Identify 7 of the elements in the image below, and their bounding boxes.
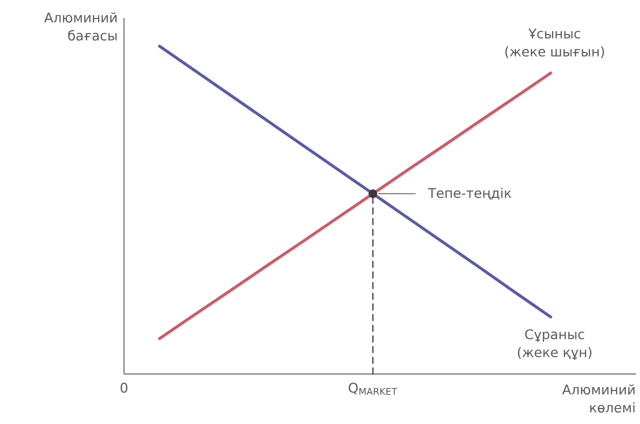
annotation: Тепе-теңдік — [428, 188, 512, 200]
x-axis-title: Алюминий көлемі — [562, 384, 635, 413]
y-axis-title: Алюминий бағасы — [44, 12, 117, 41]
text: Сұраныс (жеке құн) — [518, 329, 592, 360]
x-tick-label: Q$_{MARKET}$ — [348, 382, 398, 395]
text: Ұсыныс (жеке шығын) — [505, 28, 604, 58]
x-tick-label: 0 — [120, 382, 128, 393]
